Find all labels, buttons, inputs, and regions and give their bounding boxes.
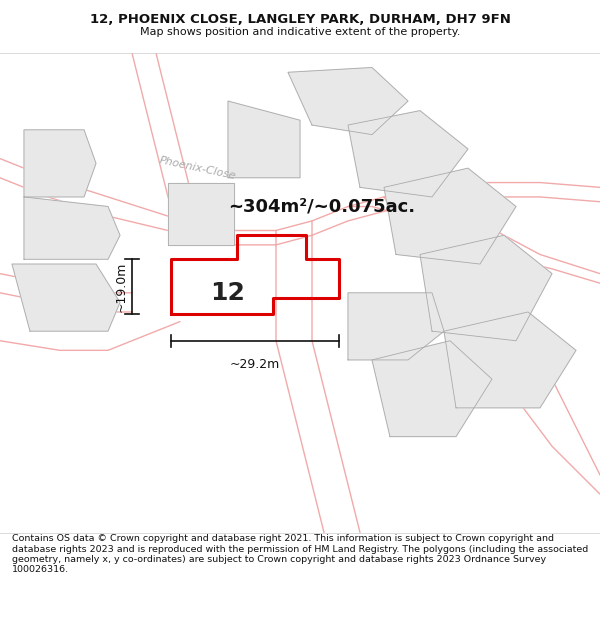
Polygon shape [420, 235, 552, 341]
Polygon shape [228, 101, 300, 178]
Polygon shape [444, 312, 576, 408]
Text: Contains OS data © Crown copyright and database right 2021. This information is : Contains OS data © Crown copyright and d… [12, 534, 588, 574]
Polygon shape [288, 68, 408, 134]
Polygon shape [12, 264, 120, 331]
Text: ~29.2m: ~29.2m [230, 357, 280, 371]
Text: 12: 12 [211, 281, 245, 305]
Polygon shape [168, 182, 234, 245]
Polygon shape [24, 197, 120, 259]
Text: Map shows position and indicative extent of the property.: Map shows position and indicative extent… [140, 27, 460, 38]
Text: Phoenix-Close: Phoenix-Close [158, 155, 238, 181]
Polygon shape [24, 130, 96, 197]
Polygon shape [348, 292, 444, 360]
Text: ~19.0m: ~19.0m [115, 262, 128, 312]
Text: ~304m²/~0.075ac.: ~304m²/~0.075ac. [228, 198, 415, 216]
Text: 12, PHOENIX CLOSE, LANGLEY PARK, DURHAM, DH7 9FN: 12, PHOENIX CLOSE, LANGLEY PARK, DURHAM,… [89, 13, 511, 26]
Polygon shape [384, 168, 516, 264]
Polygon shape [348, 111, 468, 197]
Polygon shape [372, 341, 492, 437]
